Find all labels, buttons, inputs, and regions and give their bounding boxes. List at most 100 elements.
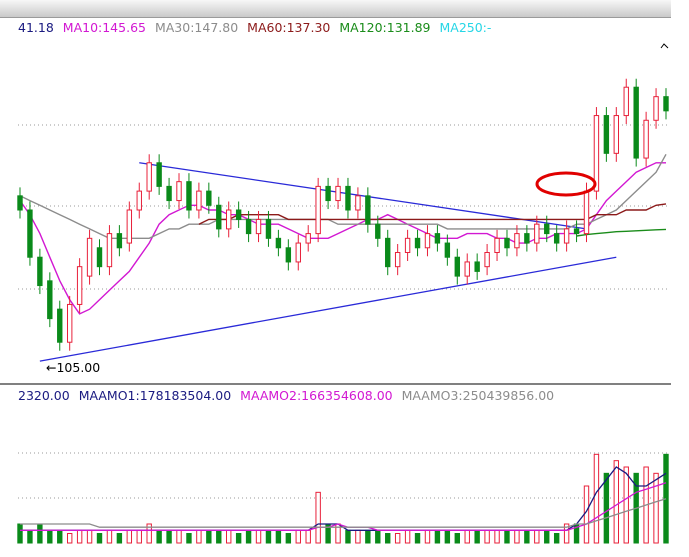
volume-ma-line-maamo1 [20,466,667,531]
ma-line-ma120 [576,228,667,237]
candle-up [534,223,540,244]
candle-down [434,233,441,244]
candle-down [375,223,381,239]
volume-bar [613,460,620,544]
candle-down [57,308,63,343]
volume-bar [623,466,629,544]
volume-bar [106,529,113,544]
volume-moving-averages [20,466,667,531]
volume-bar [464,529,470,544]
candle-down [245,218,252,235]
price-indicator-legend: 41.18 MA10:145.65 MA30:147.80 MA60:137.3… [18,20,496,36]
candle-down [444,242,451,258]
price-legend-ma30: MA30:147.80 [154,20,239,35]
volume-bar [76,529,83,544]
volume-bar [454,533,460,544]
volume-bar [345,529,351,544]
candle-up [653,96,659,121]
candle-down [156,162,162,187]
volume-bar [394,533,401,544]
candle-down [166,185,172,202]
candle-down [504,237,510,249]
candle-up [126,209,133,244]
candle-down [454,256,460,277]
candle-down [474,261,480,272]
volume-bar [385,533,391,544]
candle-up [335,185,341,202]
candle-up [464,261,470,277]
volume-bar [136,529,142,544]
candle-down [37,256,43,287]
candle-up [315,185,321,235]
candle-up [643,119,649,159]
candle-up [76,266,83,305]
volume-bar [226,529,232,544]
breakout-marker-ellipse [535,171,597,197]
volume-bar [653,472,659,544]
candle-up [613,115,620,154]
volume-bar [553,533,560,544]
candle-up [196,190,202,211]
volume-bar [245,529,252,544]
candle-up [66,303,73,343]
volume-bar [315,491,321,544]
candle-up [484,252,490,268]
grid-lines [18,124,668,499]
candle-down [186,181,192,211]
candle-up [394,252,401,268]
candle-up [295,242,301,263]
volume-bar [216,529,222,544]
max-price-arrow-icon [660,43,669,49]
volume-bar [37,523,43,544]
candle-up [593,115,600,192]
volume-bar [305,529,311,544]
candle-down [414,237,421,249]
volume-bar [593,453,600,544]
candle-up [494,237,500,253]
candle-down [27,209,33,258]
volume-bar [444,529,451,544]
price-legend-current: 41.18 [18,20,54,35]
volume-bar [504,529,510,544]
candle-down [235,209,242,220]
volume-bar [146,523,152,544]
volume-bar [603,472,610,544]
candle-up [623,86,629,117]
volume-bar [375,529,381,544]
volume-bar [534,529,540,544]
volume-bar [255,529,262,544]
candle-down [524,233,530,244]
candle-up [305,233,311,244]
candle-up [514,233,520,249]
volume-legend-current: 2320.00 [18,388,70,403]
volume-bar [27,529,33,544]
price-legend-ma120: MA120:131.89 [339,20,431,35]
volume-bar [424,529,431,544]
volume-legend-maamo3: MAAMO3:250439856.00 [401,388,555,403]
volume-bar [17,523,23,544]
candle-down [96,247,103,268]
volume-bar [583,485,590,544]
candle-down [603,115,610,154]
volume-bar [404,529,411,544]
candle-down [573,228,580,235]
volume-bar [176,529,182,544]
volume-ma-line-maamo3 [20,498,667,528]
low-price-annotation: ←105.00 [46,360,101,375]
window-title-bar [0,0,671,18]
candle-up [176,181,182,202]
candle-up [424,233,431,249]
volume-legend-maamo2: MAAMO2:166354608.00 [240,388,393,403]
candle-down [663,96,669,112]
volume-bar [355,529,361,544]
candle-up [255,218,262,235]
volume-bar [156,529,162,544]
volume-bar [514,529,520,544]
volume-bar [494,529,500,544]
candle-down [17,195,23,211]
volume-bar [47,529,53,544]
candle-down [265,218,272,239]
volume-bar [524,529,530,544]
candle-down [275,237,282,249]
